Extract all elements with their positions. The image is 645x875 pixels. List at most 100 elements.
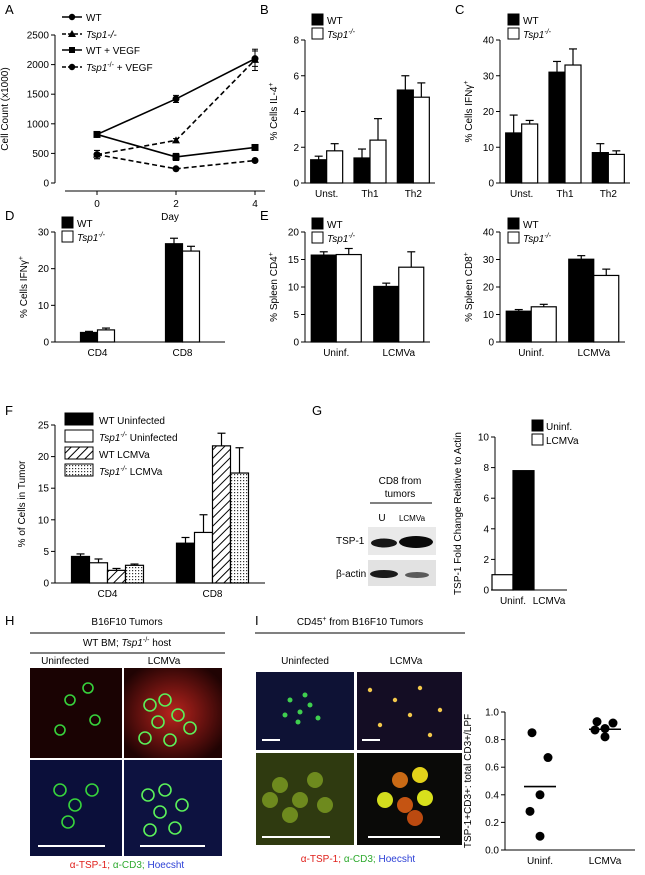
panel-letter-g: G (312, 403, 322, 418)
cell-i-lcmva-bottom (417, 790, 433, 806)
y-tick-label-g: 4 (483, 524, 489, 535)
y-axis-label-sup-b: + (268, 83, 275, 87)
panel-letter-a: A (5, 2, 14, 17)
x-axis-label-a: Day (161, 212, 179, 223)
band-tsp-u (371, 538, 397, 548)
y-tick-label-i: 0.8 (485, 735, 499, 746)
x-tick-label-c: Unst. (510, 189, 533, 200)
y-axis-c: 0 10 20 30 40 % Cells IFNγ+ (463, 36, 501, 190)
point-a (172, 165, 180, 173)
h-stain-legend: α-TSP-1; α-CD3; Hoecsht (70, 860, 185, 871)
micro-h-uninf-red (30, 668, 122, 758)
y-axis-label-d: % Cells IFNγ+ (18, 256, 30, 318)
y-axis-label-f: % of Cells in Tumor (17, 460, 28, 547)
y-tick-label-b: 6 (293, 71, 299, 82)
x-axis-a: 0 2 4 Day (65, 190, 265, 223)
panel-letter-c: C (455, 2, 464, 17)
y-tick-label-f: 20 (38, 452, 50, 463)
y-tick-label-a: 1000 (27, 119, 50, 130)
legend-label-wt: WT (523, 16, 539, 27)
y-tick-label-e1: 10 (288, 283, 300, 294)
y-axis-b: 0 2 4 6 8 % Cells IL-4+ (268, 36, 306, 190)
y-axis-g: 0 2 4 6 8 10 TSP-1 Fold Change Relative to Act… (453, 432, 496, 597)
y-tick-label-g: 2 (483, 555, 489, 566)
cell-i-uninf-top (315, 715, 321, 721)
y-axis-label-a: Cell Count (x1000) (0, 67, 11, 150)
bar-f (175, 542, 196, 584)
legend-f-swatch (64, 429, 94, 443)
legend-g-swatch-lcmva (531, 433, 544, 446)
bar-e2 (530, 306, 557, 343)
bar-d (164, 243, 184, 343)
legend-a-tsp: Tsp1-/- (86, 30, 117, 41)
bar-f (211, 445, 232, 584)
y-tick-label-f: 25 (38, 421, 50, 432)
bar-f (124, 564, 145, 584)
point-a (251, 55, 259, 63)
y-axis-label-c: % Cells IFNγ+ (463, 81, 475, 143)
x-tick-label-d: CD4 (87, 348, 107, 359)
panel-letter-d: D (5, 208, 14, 223)
y-axis-f: 0 5 10 15 20 25 % of Cells in Tumor (17, 421, 56, 590)
legend-swatch-tsp (61, 230, 74, 243)
y-axis-d: 0 10 20 30 % Cells IFNγ+ (18, 228, 56, 349)
x-tick-label-b: Th2 (405, 189, 423, 200)
panel-letter-e: E (260, 208, 269, 223)
y-tick-label-d: 0 (43, 338, 49, 349)
legend-label-tsp: Tsp1-/- (327, 233, 356, 245)
legend-label-wt: WT (327, 220, 343, 231)
x-axis-e2: Uninf. LCMVa (500, 341, 625, 359)
cell-i-lcmva-top (377, 722, 383, 728)
x-axis-g: Uninf. LCMVa (495, 589, 567, 607)
legend-f-label: WT Uninfected (99, 416, 165, 427)
cell-h-lcmva-top (151, 715, 165, 729)
cell-h-lcmva-bottom (158, 783, 172, 797)
cell-i-lcmva-top (437, 707, 443, 713)
bar-b (369, 139, 387, 184)
bar-c (548, 71, 566, 184)
bar-f (106, 569, 127, 584)
x-axis-e1: Uninf. LCMVa (305, 341, 430, 359)
bar-f (193, 531, 214, 584)
y-tick-label-i: 0.6 (485, 763, 499, 774)
y-tick-label-g: 6 (483, 494, 489, 505)
x-tick-label-g: Uninf. (500, 596, 526, 607)
point-a (172, 95, 180, 103)
legend-swatch-tsp (311, 27, 324, 40)
bar-e2 (593, 274, 620, 343)
h-stain-cd3: α-CD3; (113, 860, 145, 871)
point-i (535, 790, 545, 800)
tsp-label: Tsp1-/- (86, 30, 117, 41)
cell-h-uninf-top (89, 714, 101, 726)
panel-letter-f: F (5, 403, 13, 418)
point-i (527, 728, 537, 738)
cell-i-uninf-top (295, 719, 301, 725)
y-tick-label-e2: 0 (488, 338, 494, 349)
cell-i-lcmva-bottom (397, 797, 413, 813)
micro-i-lcmva-top (357, 672, 462, 750)
cell-h-uninf-top (82, 682, 94, 694)
legend-label-tsp: Tsp1-/- (77, 232, 106, 244)
cell-h-lcmva-top (163, 733, 177, 747)
bar-g (512, 470, 535, 591)
point-i (525, 806, 535, 816)
y-axis-label-sup-c: + (463, 81, 470, 85)
x-axis-d: CD4 CD8 (55, 341, 225, 359)
cell-i-uninf-bottom (317, 797, 333, 813)
cell-i-uninf-top (297, 709, 303, 715)
lane-u: U (378, 513, 385, 524)
panel-h-micrographs: B16F10 Tumors WT BM; Tsp1-/- host Uninfe… (30, 617, 225, 871)
y-tick-label-d: 20 (38, 264, 50, 275)
legend-g-swatch-uninf (531, 419, 544, 432)
legend-label-tsp: Tsp1-/- (523, 233, 552, 245)
legend-label-tsp-sup: -/- (348, 29, 355, 36)
band-tsp-lcmva (399, 536, 433, 548)
cell-h-lcmva-top (158, 693, 172, 707)
h-stain-hoecsht: Hoecsht (148, 860, 185, 871)
y-tick-label-c: 10 (483, 143, 495, 154)
point-a (251, 157, 259, 165)
legend-swatch-wt (507, 13, 520, 26)
legend-g-label-uninf: Uninf. (546, 422, 572, 433)
legend-f-label: Tsp1-/- Uninfected (99, 432, 178, 444)
bar-b (353, 157, 371, 184)
